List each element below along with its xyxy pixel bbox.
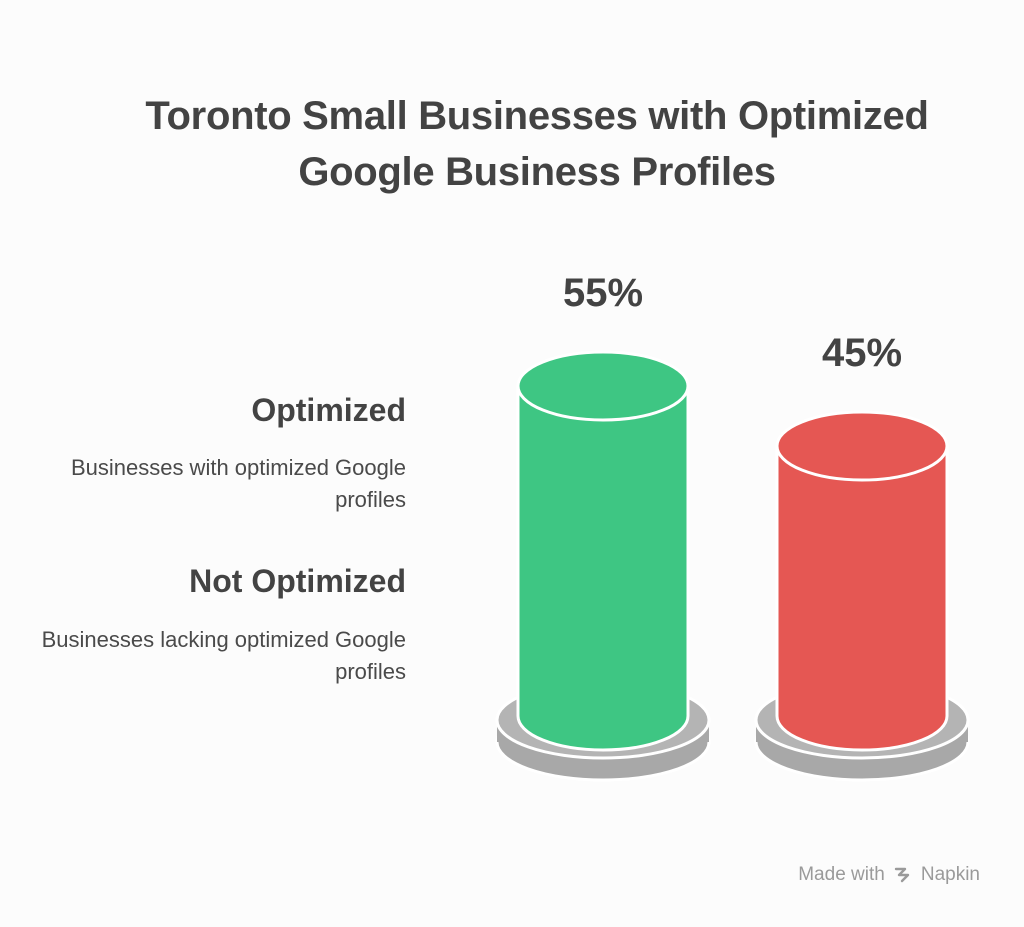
value-label-optimized: 55% (563, 271, 643, 315)
legend-heading-not-optimized: Not Optimized (189, 563, 406, 599)
chart-title: Toronto Small Businesses with Optimized … (60, 88, 1014, 200)
bar-top-optimized (516, 350, 690, 422)
bar-top-not-optimized (775, 410, 949, 482)
value-label-not-optimized: 45% (822, 331, 902, 375)
legend-heading-optimized: Optimized (251, 392, 406, 428)
napkin-logo-icon (894, 867, 910, 883)
legend-description-not-optimized: Businesses lacking optimized Google prof… (41, 627, 406, 684)
chart-title-line-1: Toronto Small Businesses with Optimized (145, 94, 929, 138)
legend-description-optimized: Businesses with optimized Google profile… (70, 455, 406, 512)
made-with-label: Made with (798, 864, 885, 885)
napkin-brand-label: Napkin (920, 864, 980, 885)
chart-title-line-2: Google Business Profiles (298, 150, 776, 194)
bar-body-not-optimized (775, 444, 949, 752)
made-with-napkin-footer: Made with Napkin (798, 864, 980, 886)
bar-body-optimized (516, 384, 690, 752)
